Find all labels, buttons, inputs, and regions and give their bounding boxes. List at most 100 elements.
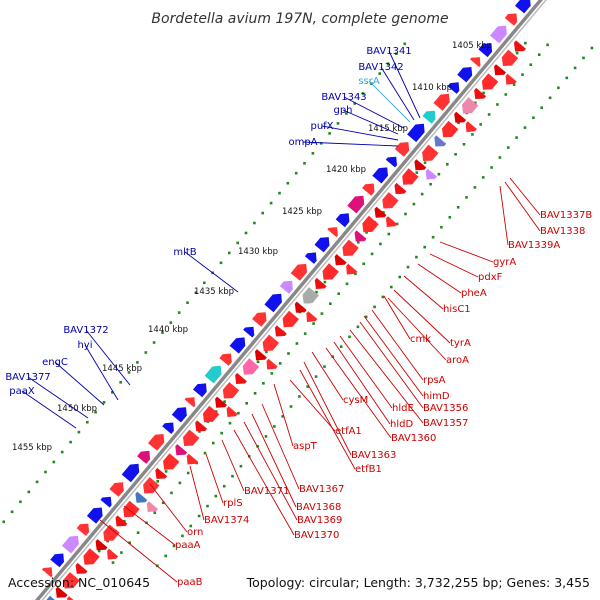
gene-arrow bbox=[407, 123, 425, 143]
tick-dot bbox=[423, 245, 426, 249]
kbp-tick-label: 1420 kbp bbox=[326, 165, 366, 175]
tick-dot bbox=[457, 121, 460, 125]
gene-arrow bbox=[447, 82, 460, 94]
gene-arrow bbox=[434, 135, 447, 147]
gene-arrow bbox=[314, 277, 327, 289]
gene-arrow bbox=[76, 523, 90, 536]
tick-dot bbox=[462, 143, 466, 146]
tick-dot bbox=[496, 103, 499, 106]
gene-label: hldD bbox=[390, 419, 413, 430]
gene-label: tyrA bbox=[450, 338, 471, 349]
leader-line bbox=[342, 109, 399, 135]
tick-dot bbox=[512, 83, 516, 86]
gene-arrow bbox=[304, 252, 317, 264]
gene-arrow bbox=[354, 230, 367, 242]
tick-dot bbox=[170, 491, 173, 495]
tick-dot bbox=[386, 62, 390, 65]
leader-line bbox=[349, 329, 424, 424]
leader-line bbox=[205, 453, 224, 504]
gene-arrow bbox=[465, 121, 477, 133]
tick-dot bbox=[156, 480, 159, 483]
tick-dot bbox=[197, 514, 201, 518]
gene-arrow bbox=[86, 507, 103, 524]
gene-label: gyrA bbox=[493, 257, 516, 268]
gene-label: gph bbox=[333, 105, 352, 116]
tick-dot bbox=[189, 524, 193, 528]
gene-label: BAV1339A bbox=[508, 240, 560, 251]
leader-line bbox=[429, 253, 479, 278]
gene-arrow bbox=[394, 142, 410, 157]
tick-dot bbox=[356, 325, 360, 329]
gene-arrow bbox=[335, 213, 350, 228]
leader-line bbox=[149, 483, 188, 533]
gene-arrow bbox=[243, 326, 255, 338]
gene-arrow bbox=[171, 407, 187, 423]
tick-dot bbox=[474, 101, 477, 105]
kbp-tick-label: 1425 kbp bbox=[282, 207, 322, 217]
tick-dot bbox=[294, 171, 298, 175]
gene-label: himD bbox=[423, 391, 450, 402]
gene-arrow bbox=[146, 501, 158, 512]
tick-dot bbox=[236, 241, 239, 245]
tick-dot bbox=[244, 231, 248, 235]
tick-dot bbox=[403, 42, 407, 46]
gene-label: BAV1370 bbox=[294, 530, 339, 541]
tick-dot bbox=[102, 401, 106, 404]
leader-line bbox=[123, 505, 176, 546]
gene-arrow bbox=[103, 524, 120, 541]
gene-arrow bbox=[334, 254, 347, 266]
tick-dot bbox=[540, 106, 543, 109]
gene-label: orn bbox=[187, 527, 203, 538]
tick-dot bbox=[256, 360, 260, 364]
tick-dot bbox=[194, 291, 198, 294]
gene-arrow bbox=[252, 312, 267, 327]
tick-dot bbox=[120, 551, 123, 554]
gene-label: paaX bbox=[9, 386, 35, 397]
gene-arrow bbox=[422, 110, 436, 124]
leader-line bbox=[273, 383, 294, 447]
gene-label: hyi bbox=[77, 340, 92, 351]
kbp-tick-label: 1430 kbp bbox=[238, 247, 278, 257]
leader-line bbox=[387, 297, 447, 361]
gene-arrow bbox=[61, 535, 79, 554]
backbone-line bbox=[41, 0, 547, 600]
gene-arrow bbox=[75, 562, 88, 574]
tick-dot bbox=[69, 440, 72, 444]
gene-label: aspT bbox=[293, 441, 318, 452]
gene-arrow bbox=[362, 215, 379, 233]
leader-line bbox=[21, 390, 77, 429]
gene-arrow bbox=[67, 596, 74, 600]
tick-dot bbox=[482, 91, 485, 95]
tick-dot bbox=[354, 272, 357, 276]
gene-label: cysM bbox=[343, 395, 368, 406]
tick-dot bbox=[582, 56, 585, 60]
tick-dot bbox=[415, 171, 419, 174]
gene-arrow bbox=[83, 548, 100, 565]
gene-arrow bbox=[290, 263, 307, 281]
leader-line bbox=[233, 429, 295, 536]
leader-line bbox=[261, 403, 300, 490]
gene-arrow bbox=[274, 325, 287, 337]
gene-label: cmk bbox=[410, 334, 431, 345]
gene-arrow bbox=[433, 93, 450, 111]
gene-label: ompA bbox=[288, 137, 317, 148]
gene-arrow bbox=[107, 548, 119, 560]
tick-dot bbox=[378, 72, 381, 75]
gene-arrow bbox=[215, 396, 227, 408]
tick-dot bbox=[261, 211, 264, 215]
gene-arrow bbox=[186, 453, 198, 465]
gene-arrow bbox=[202, 405, 220, 423]
tick-dot bbox=[521, 73, 524, 76]
gene-arrow bbox=[414, 159, 427, 171]
tick-dot bbox=[178, 481, 182, 485]
gene-arrow bbox=[385, 156, 397, 168]
gene-arrow bbox=[63, 572, 80, 589]
leader-line bbox=[363, 315, 424, 397]
leader-line bbox=[439, 241, 494, 263]
gene-label: hisC1 bbox=[443, 304, 471, 315]
gene-arrow bbox=[470, 57, 481, 68]
gene-arrow bbox=[222, 382, 240, 399]
tick-dot bbox=[19, 500, 22, 504]
tick-dot bbox=[440, 225, 443, 229]
